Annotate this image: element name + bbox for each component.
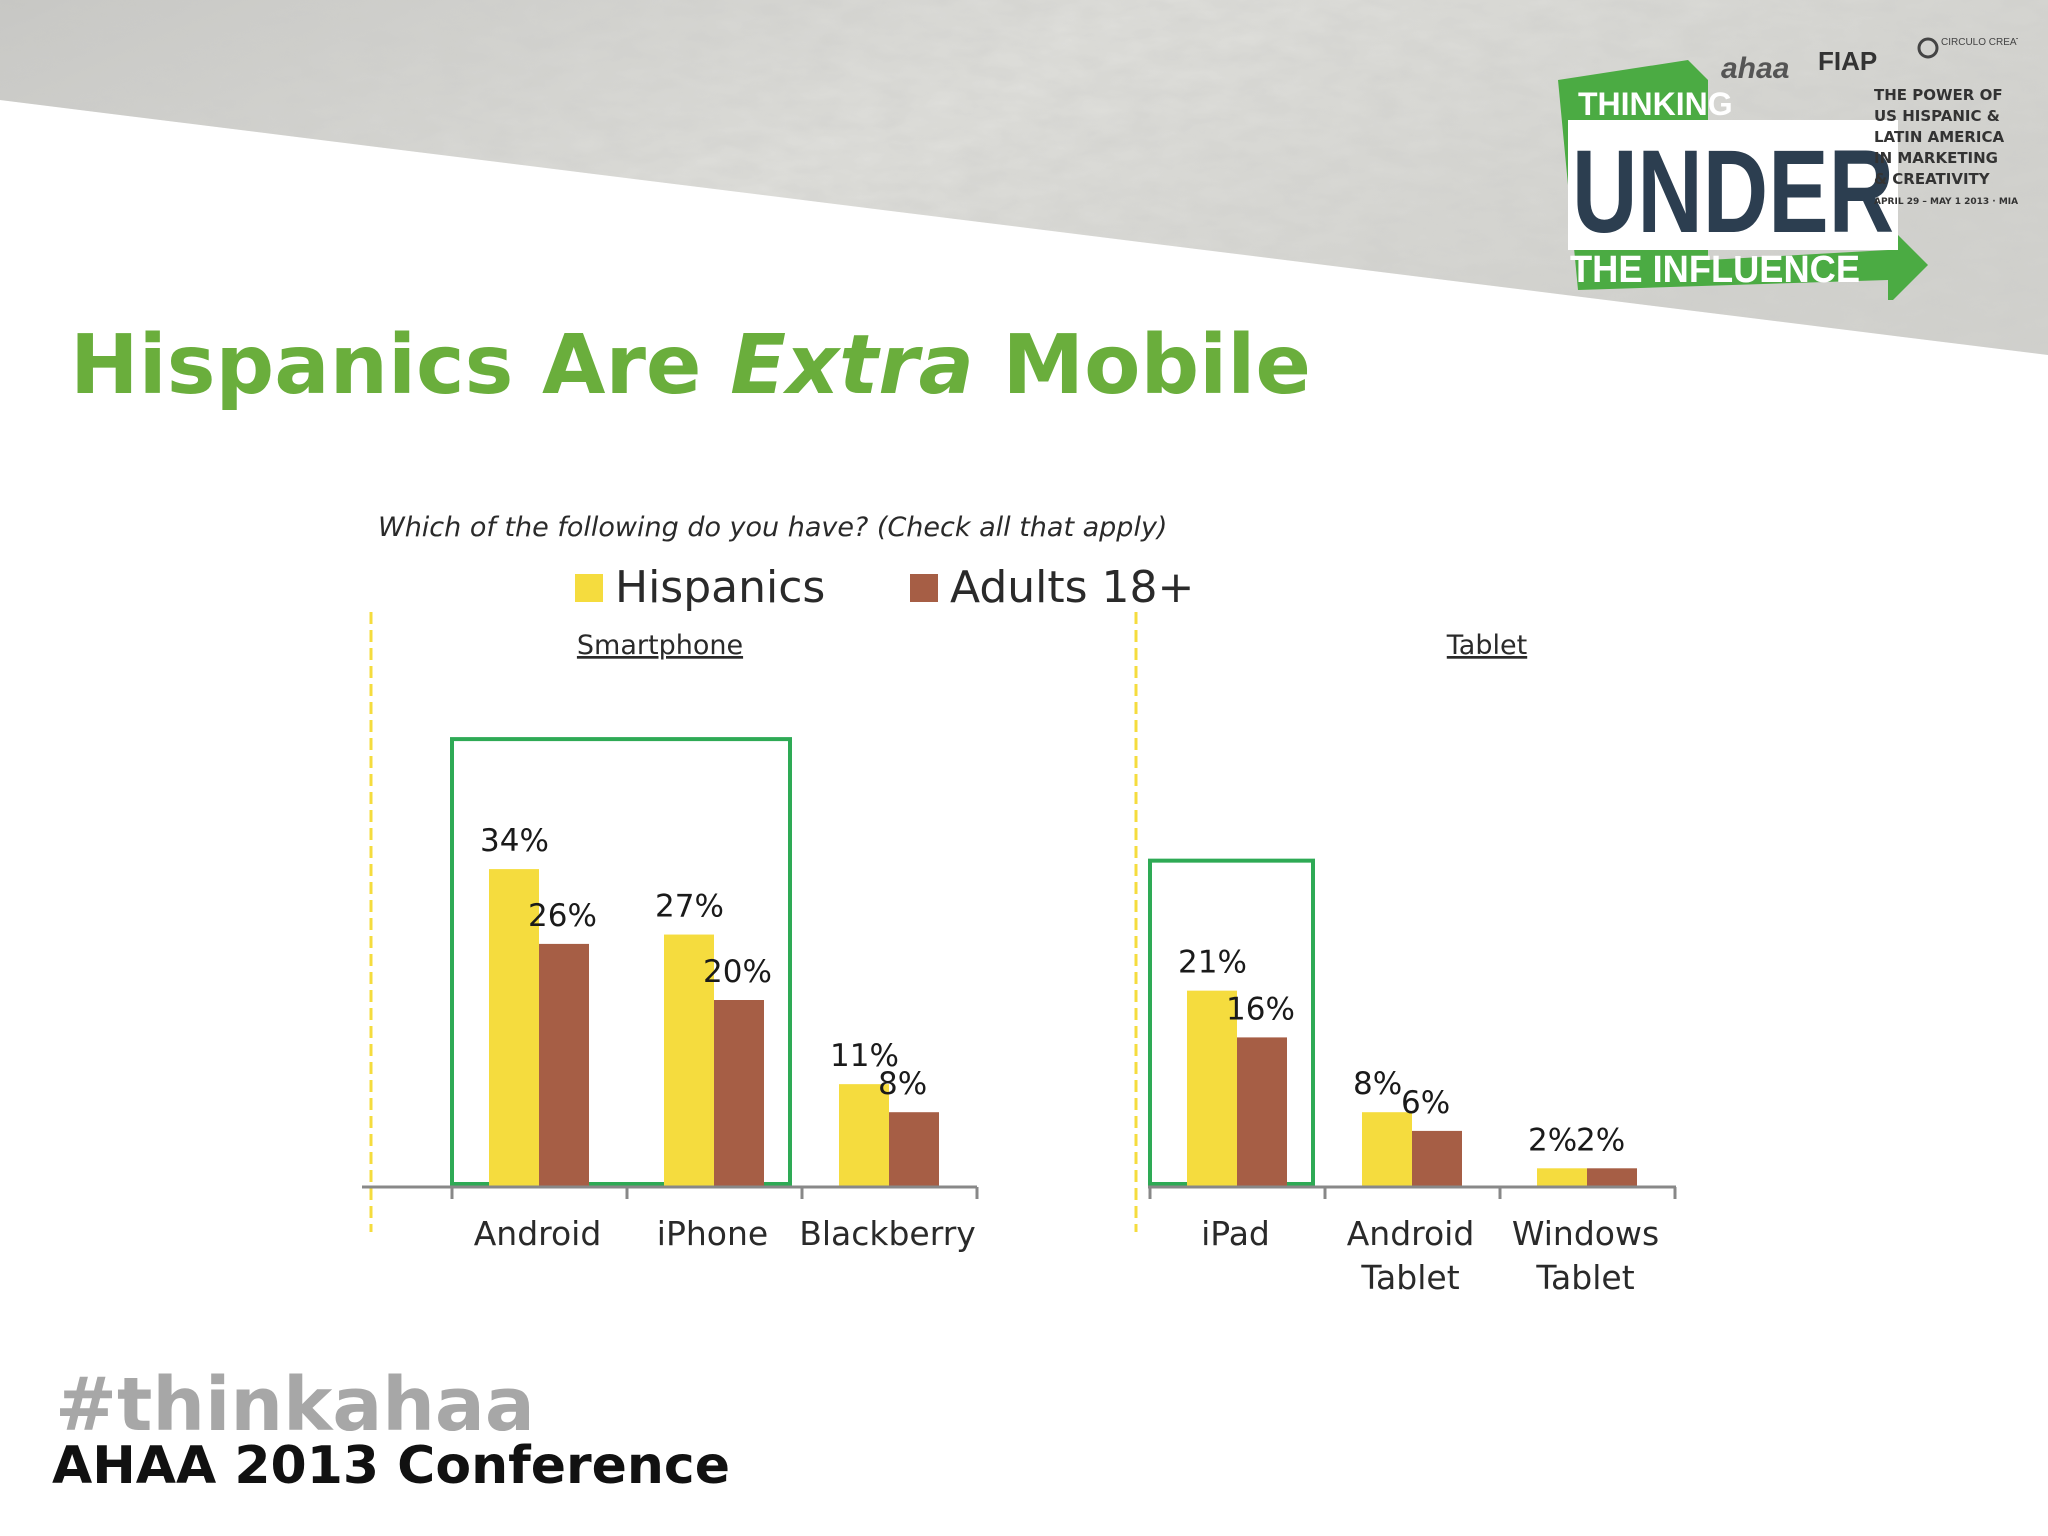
conference-logo: THINKING UNDER THE INFLUENCE ahaa FIAP C… <box>1558 37 2018 300</box>
bar-adults-18- <box>889 1112 939 1187</box>
logo-tagline-3: LATIN AMERICA <box>1874 128 2005 146</box>
value-label: 8% <box>878 1066 927 1102</box>
bar-adults-18- <box>1237 1037 1287 1187</box>
value-label: 2% <box>1576 1122 1625 1158</box>
logo-tagline-2: US HISPANIC & <box>1874 107 2000 125</box>
category-label: Tablet <box>1360 1258 1459 1297</box>
value-label: 6% <box>1401 1085 1450 1121</box>
logo-tagline-1: THE POWER OF <box>1874 86 2003 104</box>
hashtag: #thinkahaa <box>55 1362 535 1448</box>
value-label: 34% <box>480 823 549 859</box>
title-prefix: Hispanics Are <box>70 318 731 413</box>
bar-adults-18- <box>1587 1168 1637 1187</box>
value-labels: 34%26% 27%20%11%8%21%16%8%6%2%2% <box>480 823 1625 1158</box>
bar-hispanics <box>839 1084 889 1187</box>
category-label: iPhone <box>657 1214 768 1253</box>
logo-circulo: CIRCULO CREATIVO <box>1941 37 2018 48</box>
value-label: 27% <box>655 889 724 925</box>
chart-legend: Hispanics Adults 18+ <box>575 562 1194 613</box>
bar-hispanics <box>1187 990 1237 1187</box>
logo-tagline-5: & CREATIVITY <box>1874 170 1991 188</box>
category-label: Blackberry <box>799 1214 976 1253</box>
value-label: 11% <box>830 1038 899 1074</box>
bar-adults-18- <box>539 943 589 1187</box>
logo-fiap: FIAP <box>1818 46 1877 76</box>
x-axis <box>362 1185 1677 1199</box>
bar-hispanics <box>1362 1112 1412 1187</box>
category-label: Windows <box>1512 1214 1659 1253</box>
value-label: 20% <box>703 954 772 990</box>
circulo-icon <box>1917 37 1939 59</box>
group-labels: Smartphone Tablet <box>577 630 1527 661</box>
bar-adults-18- <box>714 1000 764 1187</box>
legend-label-1: Hispanics <box>615 562 825 613</box>
logo-dates: APRIL 29 – MAY 1 2013 · MIAMI <box>1874 197 2018 207</box>
value-label: 21% <box>1178 945 1247 981</box>
category-label: iPad <box>1201 1214 1270 1253</box>
logo-influence: THE INFLUENCE <box>1570 249 1860 291</box>
bar-hispanics <box>664 934 714 1187</box>
logo-tagline-4: IN MARKETING <box>1874 149 1998 167</box>
category-label: Android <box>474 1214 602 1253</box>
group-label-1: Smartphone <box>577 630 743 661</box>
category-label: Android <box>1347 1214 1475 1253</box>
bar-hispanics <box>489 869 539 1187</box>
bar-adults-18- <box>1412 1130 1462 1187</box>
header-texture <box>0 0 2048 355</box>
slide-title: Hispanics Are Extra Mobile <box>70 318 1311 413</box>
logo-ahaa: ahaa <box>1721 52 1789 85</box>
title-emphasis: Extra <box>730 318 974 413</box>
bar-hispanics <box>1537 1168 1587 1187</box>
legend-swatch-1 <box>575 574 603 602</box>
category-labels: Android iPhone Blackberry iPad Android Tablet… <box>474 1214 1659 1297</box>
bars <box>489 869 1637 1187</box>
value-label: 26% <box>528 898 597 934</box>
value-label: 2% <box>1528 1122 1577 1158</box>
logo-under: UNDER <box>1572 126 1894 258</box>
value-label: 16% <box>1226 991 1295 1027</box>
group-label-2: Tablet <box>1446 630 1527 661</box>
highlight-box-smartphone <box>450 737 792 1186</box>
title-suffix: Mobile <box>973 318 1311 413</box>
value-label: 8% <box>1353 1066 1402 1102</box>
category-label: Tablet <box>1535 1258 1634 1297</box>
group-dividers <box>369 612 1138 1232</box>
logo-thinking: THINKING <box>1578 86 1733 122</box>
conference-name: AHAA 2013 Conference <box>52 1436 731 1496</box>
legend-swatch-2 <box>910 574 938 602</box>
legend-label-2: Adults 18+ <box>950 562 1194 613</box>
chart-question: Which of the following do you have? (Che… <box>378 512 1167 543</box>
